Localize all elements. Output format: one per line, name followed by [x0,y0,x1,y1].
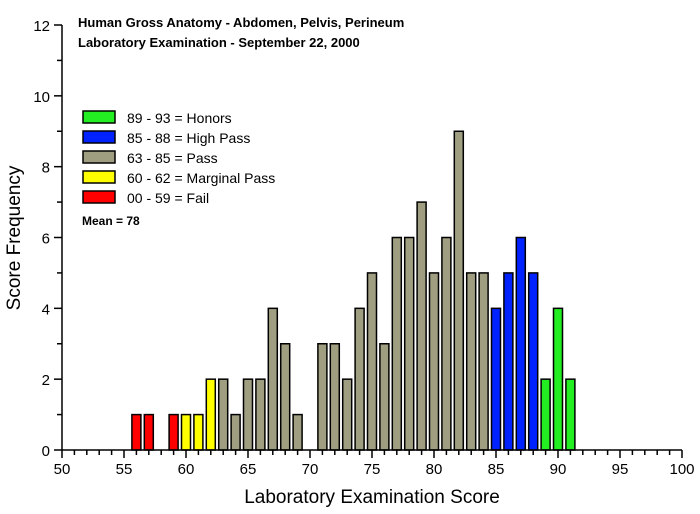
legend-label-2: 63 - 85 = Pass [127,150,218,166]
y-tick-label-0: 0 [42,443,50,460]
bar-score-81 [441,236,452,451]
bar-score-59 [168,413,179,451]
legend-swatch-3 [82,170,116,184]
bar-score-60 [180,413,192,451]
bars-group [131,130,576,451]
bar-score-82 [453,130,465,451]
x-tick-label-85: 85 [488,461,505,478]
bar-score-86 [503,272,514,451]
legend-swatch-4 [82,190,116,204]
bar-score-83 [465,272,477,451]
bar-score-61 [193,413,204,451]
bar-score-74 [354,307,365,451]
x-tick-label-70: 70 [302,461,319,478]
bar-score-89 [540,378,551,451]
bar-score-63 [217,378,229,451]
bar-score-72 [329,343,341,451]
y-tick-label-6: 6 [42,231,50,248]
x-tick-label-60: 60 [178,461,195,478]
mean-annotation: Mean = 78 [82,214,140,228]
bar-score-66 [255,378,266,451]
chart-title: Human Gross Anatomy - Abdomen, Pelvis, P… [78,15,404,30]
legend-swatch-0 [82,110,116,124]
bar-score-76 [379,343,390,451]
x-tick-label-100: 100 [669,461,694,478]
bar-score-90 [552,307,564,451]
x-axis-label: Laboratory Examination Score [244,487,500,508]
bar-score-85 [490,307,502,451]
bar-score-84 [478,272,489,451]
bar-score-69 [292,413,303,451]
legend: 89 - 93 = Honors 85 - 88 = High Pass 63 - … [82,110,275,206]
bar-score-91 [565,378,576,451]
bar-score-79 [416,201,427,451]
legend-label-1: 85 - 88 = High Pass [127,130,250,146]
legend-swatch-1 [82,130,116,144]
bar-score-65 [242,378,254,451]
x-tick-label-80: 80 [426,461,443,478]
y-tick-label-2: 2 [42,372,50,389]
y-tick-label-10: 10 [33,89,50,106]
bar-score-80 [428,272,440,451]
bar-score-71 [317,343,328,451]
x-tick-label-90: 90 [550,461,567,478]
y-tick-label-4: 4 [42,301,50,318]
bar-score-87 [515,236,527,451]
bar-score-77 [391,236,403,451]
y-axis-label: Score Frequency [4,165,25,310]
axes-group: 50 55 60 65 70 75 80 85 90 95 100 0 2 4 6 8 10 12 [33,18,694,478]
legend-label-4: 00 - 59 = Fail [127,190,209,206]
bar-score-78 [403,236,415,451]
bar-score-88 [527,272,539,451]
bar-score-68 [279,343,291,451]
x-tick-label-50: 50 [54,461,71,478]
bar-score-73 [341,378,353,451]
bar-score-56 [131,413,142,451]
legend-label-0: 89 - 93 = Honors [127,110,232,126]
bar-score-57 [143,413,155,451]
bar-score-67 [267,307,279,451]
y-tick-label-12: 12 [33,18,50,35]
x-tick-label-65: 65 [240,461,257,478]
legend-label-3: 60 - 62 = Marginal Pass [127,170,275,186]
bar-score-75 [366,272,378,451]
y-tick-label-8: 8 [42,160,50,177]
x-tick-label-75: 75 [364,461,381,478]
bar-score-62 [205,378,217,451]
chart-subtitle: Laboratory Examination - September 22, 2… [78,35,360,50]
legend-swatch-2 [82,150,116,164]
x-tick-label-55: 55 [116,461,133,478]
bar-score-64 [230,413,241,451]
x-tick-label-95: 95 [612,461,629,478]
